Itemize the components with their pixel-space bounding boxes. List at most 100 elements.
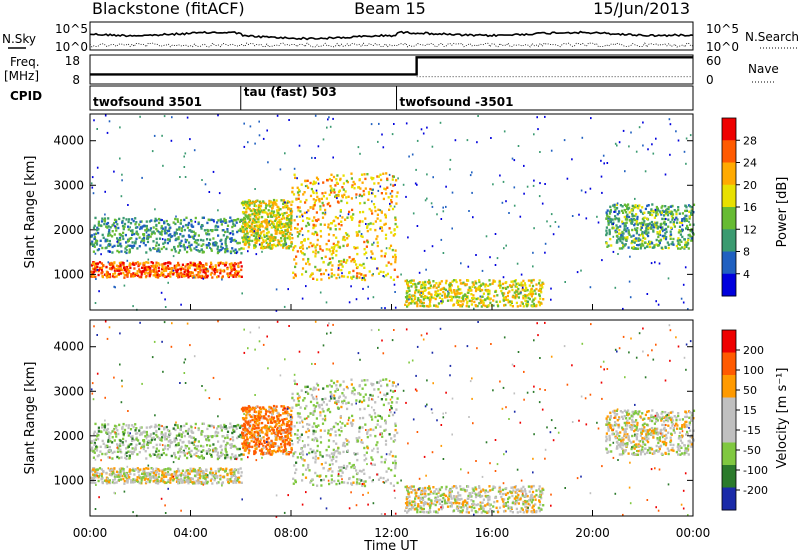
echo-cell [671,218,674,221]
echo-cell [682,283,685,286]
echo-cell [426,296,430,300]
echo-cell [355,193,358,196]
echo-cell [97,434,100,437]
echo-cell [333,245,336,249]
echo-cell [140,445,143,449]
echo-cell [111,251,114,254]
echo-cell [134,446,137,449]
echo-cell [187,473,190,476]
echo-cell [226,236,229,239]
echo-cell [91,473,95,476]
echo-cell [277,208,280,212]
echo-cell [423,249,426,252]
echo-cell [204,477,207,480]
echo-cell [141,443,144,447]
echo-cell [211,435,214,439]
echo-cell [183,218,186,222]
echo-cell [229,468,232,472]
echo-cell [465,283,468,286]
echo-cell [168,473,171,476]
echo-cell [493,304,495,307]
echo-cell [97,437,100,441]
echo-cell [156,249,159,253]
echo-cell [190,436,194,439]
echo-cell [278,213,281,217]
echo-cell [113,233,116,236]
echo-cell [364,177,367,181]
echo-cell [677,237,680,240]
echo-cell [681,218,684,221]
echo-cell [367,191,370,194]
echo-cell [344,190,347,193]
echo-cell [539,182,541,185]
freq-panel: Freq. [MHz] 18 8 60 0 Nave [4,54,779,87]
echo-cell [428,296,431,299]
echo-cell [146,240,150,244]
echo-cell [400,273,402,276]
echo-cell [646,224,649,227]
echo-cell [655,137,657,140]
echo-cell [140,477,143,480]
echo-cell [103,423,107,426]
echo-cell [485,235,488,238]
echo-cell [649,241,652,244]
echo-cell [266,221,269,224]
echo-cell [131,218,134,221]
echo-cell [97,222,100,226]
echo-cell [125,476,128,479]
echo-cell [336,216,339,220]
echo-cell [643,231,646,234]
echo-cell [571,215,574,217]
echo-cell [113,450,116,454]
echo-cell [252,217,255,221]
cpid-label: CPID [10,89,42,103]
echo-cell [340,263,343,266]
echo-cell [171,269,174,273]
echo-cell [154,271,157,274]
echo-cell [632,239,635,242]
echo-cell [202,470,205,473]
echo-cell [314,114,317,117]
echo-cell [366,240,369,244]
echo-cell [157,449,160,453]
echo-cell [328,116,330,119]
echo-cell [121,221,124,224]
echo-cell [537,128,539,131]
echo-cell [113,266,116,270]
echo-cell [321,249,324,252]
echo-cell [217,440,220,443]
echo-cell [625,211,628,214]
echo-cell [296,177,298,180]
echo-cell [253,215,257,218]
echo-cell [405,300,408,303]
echo-cell [105,246,108,249]
echo-cell [350,197,353,200]
echo-cell [299,200,302,203]
echo-cell [234,248,237,251]
echo-cell [325,301,328,304]
echo-cell [261,215,264,219]
echo-cell [473,307,475,310]
echo-cell [383,223,386,226]
echo-cell [256,414,259,418]
echo-cell [238,426,242,429]
echo-cell [207,242,211,245]
echo-cell [427,292,430,295]
echo-cell [193,263,196,267]
echo-cell [361,235,364,238]
echo-cell [187,427,190,431]
echo-cell [457,303,460,306]
echo-cell [382,275,385,277]
echo-cell [654,224,657,227]
echo-cell [154,265,157,268]
echo-cell [288,443,291,447]
echo-cell [327,273,330,276]
echo-cell [99,239,102,242]
echo-cell [205,469,208,472]
echo-cell [115,426,118,429]
echo-cell [205,449,208,453]
echo-cell [229,457,233,461]
echo-cell [342,244,345,248]
echo-cell [277,211,280,215]
echo-cell [139,481,142,485]
